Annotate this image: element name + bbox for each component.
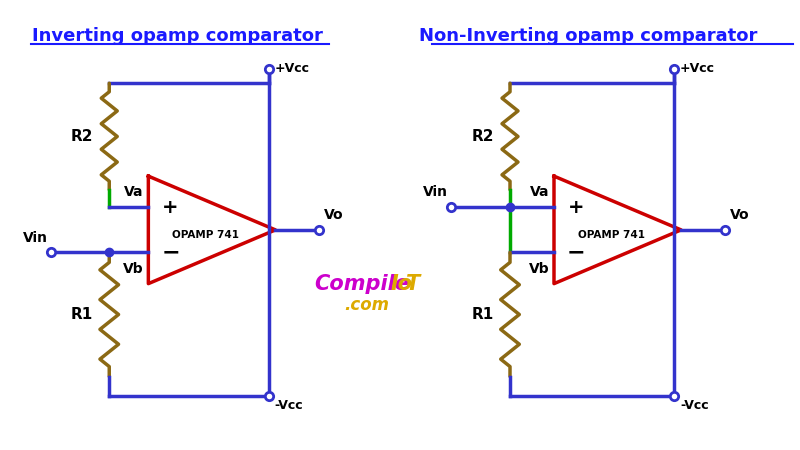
Text: −: − bbox=[162, 243, 180, 262]
Text: +: + bbox=[568, 198, 585, 217]
Text: Io: Io bbox=[390, 274, 413, 294]
Text: -Vcc: -Vcc bbox=[680, 399, 709, 412]
Text: +Vcc: +Vcc bbox=[680, 62, 715, 75]
Text: R2: R2 bbox=[70, 129, 93, 144]
Text: −: − bbox=[567, 243, 586, 262]
Text: Vin: Vin bbox=[423, 185, 449, 199]
Text: R1: R1 bbox=[471, 307, 494, 322]
Text: Vo: Vo bbox=[730, 208, 750, 222]
Text: +Vcc: +Vcc bbox=[274, 62, 310, 75]
Text: R2: R2 bbox=[471, 129, 494, 144]
Text: OPAMP 741: OPAMP 741 bbox=[172, 230, 239, 240]
Text: Vb: Vb bbox=[529, 262, 549, 276]
Text: T: T bbox=[406, 274, 421, 294]
Text: Inverting opamp comparator: Inverting opamp comparator bbox=[32, 27, 323, 45]
Text: -Vcc: -Vcc bbox=[274, 399, 303, 412]
Text: Vb: Vb bbox=[123, 262, 143, 276]
Text: .com: .com bbox=[344, 296, 389, 314]
Text: +: + bbox=[162, 198, 179, 217]
Text: Va: Va bbox=[530, 185, 549, 199]
Text: Compile: Compile bbox=[314, 274, 410, 294]
Text: OPAMP 741: OPAMP 741 bbox=[578, 230, 645, 240]
Text: Vo: Vo bbox=[324, 208, 344, 222]
Text: R1: R1 bbox=[70, 307, 93, 322]
Text: Vin: Vin bbox=[22, 231, 48, 245]
Text: Va: Va bbox=[124, 185, 143, 199]
Text: Non-Inverting opamp comparator: Non-Inverting opamp comparator bbox=[419, 27, 758, 45]
